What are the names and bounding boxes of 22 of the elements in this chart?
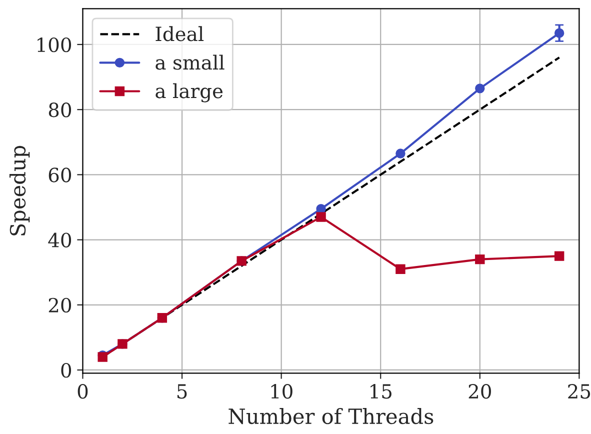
y-tick-label: 40 bbox=[48, 232, 72, 248]
x-axis-title: Number of Threads bbox=[228, 408, 434, 424]
y-axis-title: Speedup bbox=[9, 146, 30, 236]
y-tick-label: 60 bbox=[48, 168, 72, 182]
y-tick-label: 20 bbox=[48, 298, 72, 313]
point bbox=[316, 212, 326, 222]
x-tick-label: 15 bbox=[370, 384, 392, 399]
point bbox=[396, 264, 406, 274]
point bbox=[475, 254, 485, 264]
point bbox=[396, 148, 406, 158]
x-tick-label: 25 bbox=[568, 384, 590, 399]
x-tick-label: 10 bbox=[271, 384, 292, 399]
legend-label: a small bbox=[156, 54, 224, 70]
x-tick-label: 5 bbox=[177, 384, 187, 399]
point bbox=[475, 84, 485, 94]
x-tick-label: 0 bbox=[78, 384, 88, 399]
y-tick-label: 80 bbox=[48, 102, 72, 118]
y-tick-label: 0 bbox=[61, 362, 72, 378]
legend-label: a large bbox=[156, 83, 223, 102]
x-tick-label: 20 bbox=[468, 384, 491, 399]
y-tick-label: 100 bbox=[38, 37, 72, 52]
legend-label: Ideal bbox=[156, 26, 204, 42]
